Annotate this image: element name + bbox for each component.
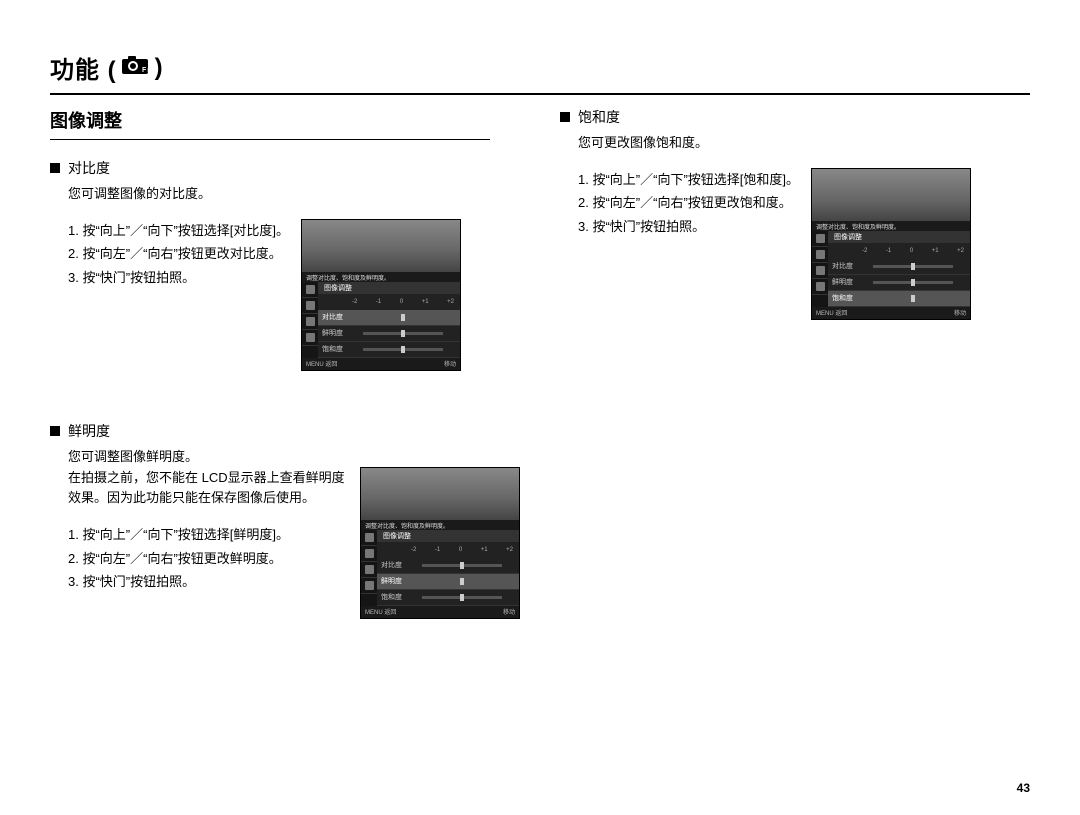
sharpness-desc: 您可调整图像鲜明度。 在拍摄之前，您不能在 LCD显示器上查看鲜明度效果。因为此… <box>68 447 348 509</box>
preview-area <box>812 169 970 221</box>
preview-area <box>302 220 460 272</box>
row-contrast: 对比度 <box>318 310 460 326</box>
page-title: 功能 ( Fn ) <box>50 50 1030 95</box>
saturation-steps: 1. 按“向上”／“向下”按钮选择[饱和度]。 2. 按“向左”／“向右”按钮更… <box>578 168 799 238</box>
camera-icon: Fn <box>121 54 151 82</box>
step: 1. 按“向上”／“向下”按钮选择[对比度]。 <box>68 219 289 242</box>
step: 2. 按“向左”／“向右”按钮更改鲜明度。 <box>68 547 348 570</box>
contrast-label: 对比度 <box>68 158 110 178</box>
saturation-block: 饱和度 您可更改图像饱和度。 1. 按“向上”／“向下”按钮选择[饱和度]。 2… <box>560 107 1030 320</box>
contrast-steps: 1. 按“向上”／“向下”按钮选择[对比度]。 2. 按“向左”／“向右”按钮更… <box>68 219 289 289</box>
step: 1. 按“向上”／“向下”按钮选择[鲜明度]。 <box>68 523 348 546</box>
mode-icons <box>812 231 828 307</box>
section-heading: 图像调整 <box>50 107 490 140</box>
contrast-header: 对比度 <box>50 158 520 178</box>
step: 2. 按“向左”／“向右”按钮更改对比度。 <box>68 242 289 265</box>
group-label: 图像调整 <box>828 231 970 243</box>
group-label: 图像调整 <box>377 530 519 542</box>
shot-top-label: 调整对比度、饱和度及鲜明度。 <box>361 520 519 530</box>
sharpness-header: 鲜明度 <box>50 421 520 441</box>
row-saturation: 饱和度 <box>828 291 970 307</box>
sharpness-steps: 1. 按“向上”／“向下”按钮选择[鲜明度]。 2. 按“向左”／“向右”按钮更… <box>68 523 348 593</box>
contrast-block: 对比度 您可调整图像的对比度。 1. 按“向上”／“向下”按钮选择[对比度]。 … <box>50 158 520 371</box>
svg-text:Fn: Fn <box>142 67 151 74</box>
shot-footer: MENU 返回 移动 <box>302 358 460 370</box>
row-contrast: 对比度 <box>377 558 519 574</box>
shot-footer: MENU 返回 移动 <box>812 307 970 319</box>
saturation-screenshot: 调整对比度、饱和度及鲜明度。 图像调整 <box>811 168 971 320</box>
sharpness-block: 鲜明度 您可调整图像鲜明度。 在拍摄之前，您不能在 LCD显示器上查看鲜明度效果… <box>50 421 520 619</box>
saturation-header: 饱和度 <box>560 107 1030 127</box>
mode-icons <box>302 282 318 358</box>
bullet-icon <box>50 163 60 173</box>
step: 3. 按“快门”按钮拍照。 <box>68 266 289 289</box>
page-number: 43 <box>1017 781 1030 795</box>
step: 2. 按“向左”／“向右”按钮更改饱和度。 <box>578 191 799 214</box>
sharpness-screenshot: 调整对比度、饱和度及鲜明度。 图像调整 <box>360 467 520 619</box>
row-saturation: 饱和度 <box>377 590 519 606</box>
row-sharpness: 鲜明度 <box>377 574 519 590</box>
title-suffix: ) <box>155 54 164 82</box>
row-saturation: 饱和度 <box>318 342 460 358</box>
step: 3. 按“快门”按钮拍照。 <box>68 570 348 593</box>
shot-top-label: 调整对比度、饱和度及鲜明度。 <box>812 221 970 231</box>
contrast-screenshot: 调整对比度、饱和度及鲜明度。 图像调整 <box>301 219 461 371</box>
step: 3. 按“快门”按钮拍照。 <box>578 215 799 238</box>
shot-top-label: 调整对比度、饱和度及鲜明度。 <box>302 272 460 282</box>
row-sharpness: 鲜明度 <box>828 275 970 291</box>
shot-footer: MENU 返回 移动 <box>361 606 519 618</box>
saturation-desc: 您可更改图像饱和度。 <box>578 133 888 154</box>
preview-area <box>361 468 519 520</box>
row-sharpness: 鲜明度 <box>318 326 460 342</box>
title-prefix: 功能 ( <box>50 50 117 85</box>
mode-icons <box>361 530 377 606</box>
step: 1. 按“向上”／“向下”按钮选择[饱和度]。 <box>578 168 799 191</box>
sharpness-label: 鲜明度 <box>68 421 110 441</box>
saturation-label: 饱和度 <box>578 107 620 127</box>
contrast-desc: 您可调整图像的对比度。 <box>68 184 378 205</box>
group-label: 图像调整 <box>318 282 460 294</box>
row-contrast: 对比度 <box>828 259 970 275</box>
bullet-icon <box>560 112 570 122</box>
bullet-icon <box>50 426 60 436</box>
